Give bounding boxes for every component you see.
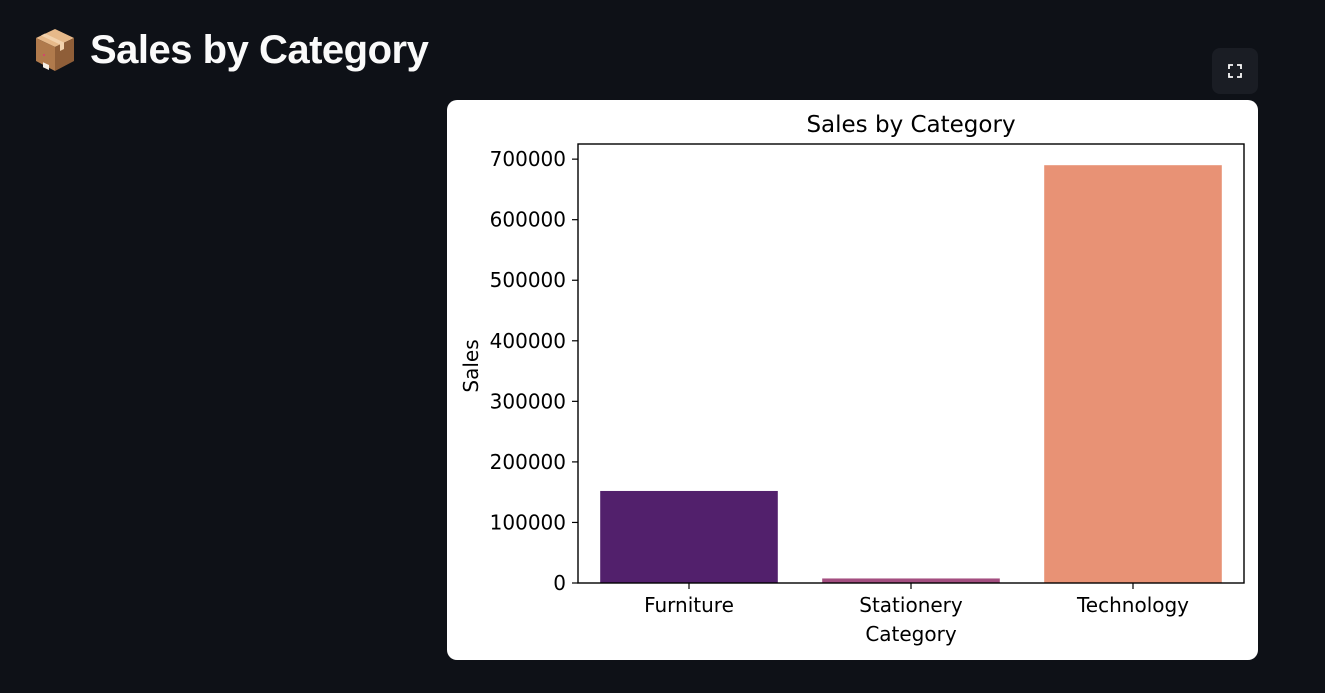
page-header: Sales by Category xyxy=(34,24,429,76)
y-tick-label: 700000 xyxy=(490,147,566,171)
package-icon xyxy=(36,29,74,71)
page-title: Sales by Category xyxy=(90,28,429,72)
y-tick-label: 0 xyxy=(553,571,566,595)
plot-frame xyxy=(577,143,1245,584)
axes-layer: Furniture Stationery Technology 0 100000 2000… xyxy=(490,143,1245,617)
bar-stationery xyxy=(822,578,1000,583)
bar-furniture xyxy=(600,490,778,583)
x-tick-label: Furniture xyxy=(644,593,734,617)
y-tick-label: 300000 xyxy=(490,389,566,413)
bar-chart: Sales by Category Sales Category Furnitu… xyxy=(459,112,1245,646)
y-tick-label: 500000 xyxy=(490,268,566,292)
y-tick-label: 400000 xyxy=(490,329,566,353)
fullscreen-button[interactable] xyxy=(1212,48,1258,94)
bars-layer xyxy=(600,165,1222,583)
bar-technology xyxy=(1044,165,1222,583)
chart-title: Sales by Category xyxy=(806,112,1015,138)
y-tick-label: 200000 xyxy=(490,450,566,474)
chart-card: Sales by Category Sales Category Furnitu… xyxy=(447,100,1258,660)
x-tick-label: Stationery xyxy=(859,593,963,617)
y-axis-label: Sales xyxy=(459,339,483,392)
y-tick-label: 100000 xyxy=(490,510,566,534)
x-tick-label: Technology xyxy=(1076,593,1189,617)
fullscreen-icon xyxy=(1228,64,1242,78)
x-axis-label: Category xyxy=(865,622,957,646)
y-tick-label: 600000 xyxy=(490,208,566,232)
